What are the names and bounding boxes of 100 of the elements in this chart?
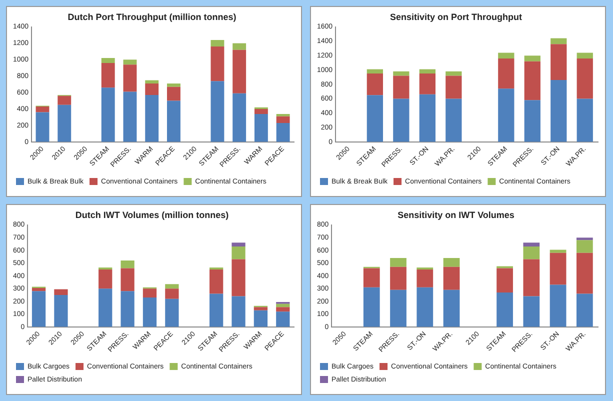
chart-title: Dutch IWT Volumes (million tonnes)	[75, 209, 229, 220]
bar	[98, 288, 112, 326]
bar	[276, 306, 290, 312]
bar	[54, 294, 68, 326]
bar	[443, 266, 460, 290]
bar	[276, 311, 290, 326]
bar	[254, 310, 268, 326]
bar	[165, 288, 179, 298]
bar	[523, 296, 540, 326]
bar	[446, 71, 462, 76]
bar	[166, 86, 180, 101]
chart-title: Sensitivity on Port Throughput	[390, 12, 522, 22]
bar	[232, 258, 246, 296]
bar	[120, 268, 134, 291]
bar	[254, 109, 268, 114]
bar	[550, 38, 567, 44]
bar	[36, 112, 50, 142]
bar	[550, 249, 566, 252]
bar	[145, 80, 159, 84]
bar	[210, 268, 224, 294]
bar	[363, 268, 380, 287]
bar	[276, 303, 290, 307]
bar	[58, 104, 72, 142]
bar	[390, 266, 406, 290]
bar	[524, 100, 540, 142]
bar	[523, 246, 540, 259]
bar	[166, 84, 180, 87]
bar	[145, 95, 159, 142]
bar	[58, 96, 72, 105]
bar	[254, 114, 268, 142]
bar	[524, 61, 540, 100]
bar	[232, 296, 246, 326]
bar	[416, 268, 434, 287]
bar	[54, 288, 68, 294]
bar	[210, 81, 224, 142]
bar	[363, 286, 380, 326]
bar	[419, 94, 436, 142]
bar	[576, 252, 593, 294]
bar	[393, 71, 410, 76]
bar	[576, 240, 593, 252]
bar	[498, 52, 514, 58]
bar	[36, 106, 50, 112]
bar	[393, 98, 410, 142]
bar	[366, 69, 384, 74]
bar	[550, 252, 566, 284]
bar	[276, 122, 290, 142]
bar	[276, 114, 290, 116]
bar	[210, 40, 224, 47]
bar	[120, 260, 134, 268]
bar	[210, 293, 224, 326]
bar	[98, 268, 112, 288]
bar	[390, 257, 406, 266]
bar	[393, 76, 410, 99]
bar	[576, 98, 593, 142]
bar	[120, 290, 134, 326]
bar	[496, 292, 513, 326]
bar	[496, 268, 513, 292]
bar	[165, 284, 179, 288]
bar	[101, 58, 115, 63]
bar	[232, 246, 246, 259]
bar	[416, 286, 434, 326]
chart-title: Dutch Port Throughput (million tonnes)	[68, 12, 236, 22]
bar	[254, 306, 268, 310]
bar	[276, 116, 290, 123]
bar	[550, 284, 566, 326]
bar	[123, 92, 137, 142]
bar	[419, 69, 436, 74]
bar	[142, 297, 157, 326]
bar	[550, 44, 567, 80]
bar	[145, 84, 159, 96]
bar	[366, 74, 384, 96]
bar	[165, 298, 179, 326]
bar	[576, 52, 593, 58]
bar	[232, 50, 246, 94]
chart-title: Sensitivity on IWT Volumes	[398, 209, 514, 220]
bar	[32, 287, 46, 291]
bar	[123, 64, 137, 92]
bar	[210, 46, 224, 82]
bar	[101, 62, 115, 88]
bar	[498, 88, 514, 142]
bar	[523, 242, 540, 246]
bar	[232, 242, 246, 246]
bar	[446, 98, 462, 142]
bar	[123, 60, 137, 65]
bar	[166, 100, 180, 142]
bar	[576, 293, 593, 326]
bar	[366, 95, 384, 142]
bar	[523, 258, 540, 296]
bar	[576, 237, 593, 240]
bar	[498, 58, 514, 89]
bar	[32, 290, 46, 326]
bar	[576, 58, 593, 99]
bar	[443, 257, 460, 266]
bar	[443, 289, 460, 326]
bar	[232, 43, 246, 50]
bar	[419, 74, 436, 94]
bar	[390, 289, 406, 326]
bar	[142, 288, 157, 298]
bar	[101, 88, 115, 142]
bar	[232, 93, 246, 142]
